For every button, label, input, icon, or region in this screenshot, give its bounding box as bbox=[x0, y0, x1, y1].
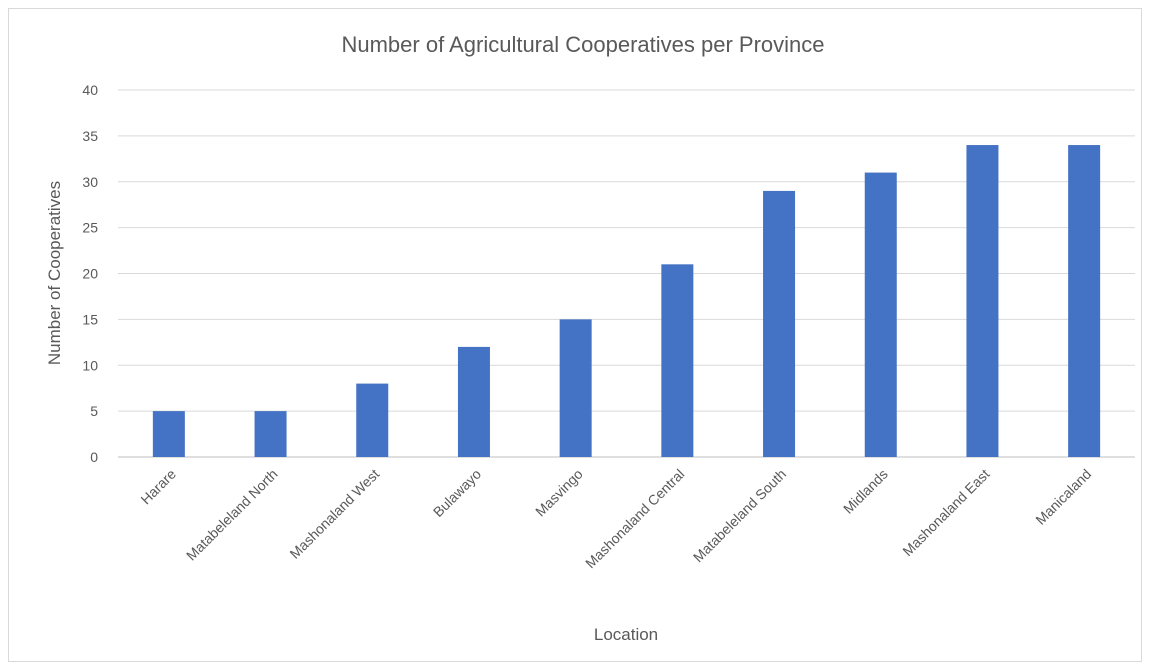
y-tick-label: 40 bbox=[82, 82, 98, 98]
x-category-labels: Harare Matabeleland North Mashonaland West… bbox=[137, 466, 1094, 572]
bar-mashonaland-west bbox=[356, 383, 389, 457]
bar-mashonaland-central bbox=[661, 264, 694, 457]
y-tick-label: 15 bbox=[82, 311, 98, 327]
x-category-label: Bulawayo bbox=[430, 466, 484, 520]
x-category-label: Harare bbox=[137, 466, 179, 508]
x-category-label: Matabeleland South bbox=[690, 466, 789, 565]
chart-title: Number of Agricultural Cooperatives per … bbox=[341, 32, 824, 57]
x-category-label: Masvingo bbox=[532, 466, 586, 520]
y-tick-labels: 0 5 10 15 20 25 30 35 40 bbox=[82, 82, 98, 465]
y-tick-label: 30 bbox=[82, 174, 98, 190]
x-category-label: Midlands bbox=[840, 466, 891, 517]
y-axis-title: Number of Cooperatives bbox=[45, 181, 64, 365]
y-tick-label: 25 bbox=[82, 220, 98, 236]
x-category-label: Matabeleland North bbox=[183, 466, 281, 564]
x-category-label: Mashonaland Central bbox=[582, 466, 687, 571]
bars bbox=[152, 145, 1101, 458]
x-category-label: Mashonaland West bbox=[286, 466, 382, 562]
bar-mashonaland-east bbox=[966, 145, 999, 458]
x-category-label: Manicaland bbox=[1032, 466, 1094, 528]
bar-masvingo bbox=[559, 319, 592, 457]
bar-matabeleland-north bbox=[254, 411, 287, 457]
bar-manicaland bbox=[1068, 145, 1101, 458]
y-tick-label: 35 bbox=[82, 128, 98, 144]
bar-bulawayo bbox=[457, 346, 490, 457]
gridlines bbox=[118, 89, 1135, 458]
bar-midlands bbox=[864, 172, 897, 457]
x-axis-title: Location bbox=[594, 625, 658, 644]
y-tick-label: 20 bbox=[82, 266, 98, 282]
y-tick-label: 0 bbox=[90, 449, 98, 465]
y-tick-label: 5 bbox=[90, 403, 98, 419]
bar-harare bbox=[152, 411, 185, 457]
bar-matabeleland-south bbox=[763, 190, 796, 458]
y-tick-label: 10 bbox=[82, 357, 98, 373]
x-category-label: Mashonaland East bbox=[899, 466, 992, 559]
